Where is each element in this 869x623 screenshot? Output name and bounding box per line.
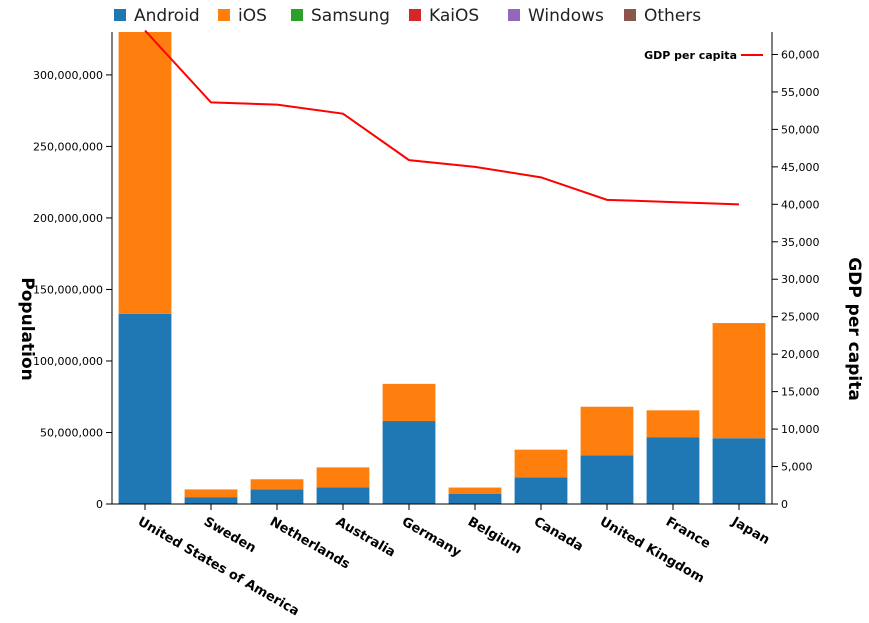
y-axis-title-left: Population [17, 277, 37, 380]
legend-label-samsung: Samsung [311, 6, 390, 26]
x-tick-label-canada: Canada [531, 514, 586, 554]
bar-android-sweden [184, 497, 238, 504]
bar-android-canada [514, 477, 568, 504]
bar-android-united-kingdom [580, 455, 634, 504]
bar-android-united-states-of-america [118, 313, 172, 504]
left-tick-label: 250,000,000 [33, 140, 103, 153]
left-tick-label: 300,000,000 [33, 69, 103, 82]
bars [118, 32, 766, 504]
gdp-line-layer [144, 29, 740, 206]
right-tick-label: 40,000 [781, 198, 820, 211]
right-tick-label: 10,000 [781, 423, 820, 436]
right-tick-label: 25,000 [781, 311, 820, 324]
bar-ios-united-kingdom [580, 406, 634, 456]
right-tick-label: 20,000 [781, 348, 820, 361]
bar-ios-belgium [448, 487, 502, 494]
x-tick-label-japan: Japan [728, 514, 772, 548]
legend-label-ios: iOS [238, 6, 267, 26]
legend-swatch-windows [508, 9, 520, 21]
bar-ios-netherlands [250, 479, 304, 490]
right-tick-label: 60,000 [781, 48, 820, 61]
legend-swatch-ios [218, 9, 230, 21]
x-tick-label-sweden: Sweden [201, 514, 258, 556]
right-axis: 0 5,000 10,000 15,000 20,000 25,000 30,000 35,0… [771, 32, 820, 511]
right-tick-label: 30,000 [781, 273, 820, 286]
bar-android-japan [712, 438, 766, 504]
right-tick-label: 55,000 [781, 86, 820, 99]
x-tick-label-germany: Germany [399, 514, 464, 560]
legend-label-android: Android [134, 6, 200, 26]
bar-android-belgium [448, 493, 502, 504]
left-tick-label: 200,000,000 [33, 212, 103, 225]
bar-android-australia [316, 487, 370, 504]
bar-ios-canada [514, 449, 568, 478]
left-tick-label: 150,000,000 [33, 283, 103, 296]
x-tick-label-france: France [663, 514, 713, 552]
gdp-per-capita-line [144, 29, 740, 206]
right-tick-label: 15,000 [781, 386, 820, 399]
legend-label-others: Others [644, 6, 701, 26]
bar-ios-germany [382, 383, 436, 422]
legend: Android iOS Samsung KaiOS Windows Others [114, 6, 701, 26]
left-tick-label: 50,000,000 [40, 426, 103, 439]
right-tick-label: 45,000 [781, 161, 820, 174]
bar-android-france [646, 437, 700, 504]
bar-android-netherlands [250, 489, 304, 504]
left-tick-label: 100,000,000 [33, 355, 103, 368]
bar-ios-sweden [184, 489, 238, 498]
right-tick-label: 5,000 [781, 461, 813, 474]
legend-label-kaios: KaiOS [429, 6, 479, 26]
bar-ios-japan [712, 323, 766, 439]
left-tick-label: 0 [96, 498, 103, 511]
right-tick-label: 0 [781, 498, 788, 511]
right-tick-label: 35,000 [781, 236, 820, 249]
bar-ios-united-states-of-america [118, 32, 172, 314]
right-tick-label: 50,000 [781, 123, 820, 136]
bar-android-germany [382, 421, 436, 504]
legend-swatch-kaios [409, 9, 421, 21]
bar-ios-australia [316, 467, 370, 488]
line-legend-label: GDP per capita [644, 49, 737, 62]
x-tick-label-belgium: Belgium [465, 514, 524, 557]
legend-swatch-android [114, 9, 126, 21]
bar-ios-france [646, 410, 700, 438]
legend-swatch-samsung [291, 9, 303, 21]
legend-swatch-others [624, 9, 636, 21]
legend-label-windows: Windows [528, 6, 604, 26]
line-legend: GDP per capita [644, 49, 763, 62]
y-axis-title-right: GDP per capita [844, 257, 864, 401]
left-axis: 0 50,000,000 100,000,000 150,000,000 200,000… [33, 32, 113, 511]
